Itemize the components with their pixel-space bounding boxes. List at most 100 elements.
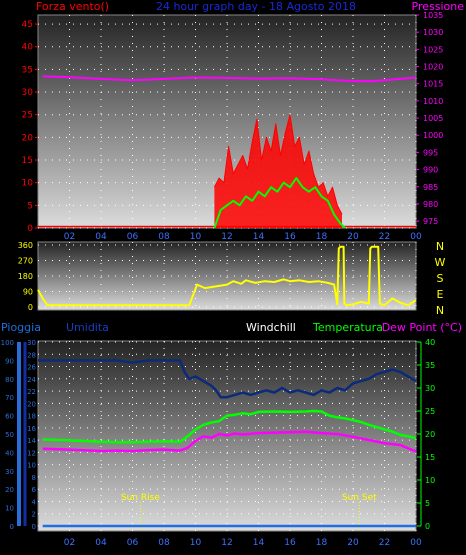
temp-tick-label: 40 — [425, 338, 435, 347]
x-tick-label: 14 — [253, 538, 265, 548]
direction-tick-label: 90 — [23, 288, 33, 297]
series-temperature — [42, 409, 417, 444]
temp-tick-label: 25 — [425, 407, 435, 416]
pressure-tick-label: 1005 — [423, 114, 443, 123]
compass-label: N — [436, 304, 444, 317]
wind-tick-label: 45 — [22, 20, 33, 30]
x-tick-label: 16 — [284, 232, 296, 242]
wind-tick-label: 25 — [22, 111, 33, 121]
humidity-tick-label: 30 — [27, 339, 36, 347]
x-tick-label: 08 — [158, 538, 170, 548]
x-tick-label: 16 — [284, 538, 296, 548]
humidity-tick-label: 14 — [27, 437, 36, 445]
rain-tick-label: 90 — [5, 357, 14, 365]
humidity-tick-label: 24 — [27, 376, 36, 384]
temp-tick-label: 0 — [425, 522, 430, 531]
humidity-tick-label: 20 — [27, 400, 36, 408]
series-dewpoint — [42, 430, 417, 453]
wind-tick-label: 30 — [22, 88, 34, 98]
pressure-tick-label: 975 — [423, 217, 438, 226]
x-tick-label: 04 — [95, 538, 107, 548]
x-tick-label: 08 — [158, 232, 170, 242]
x-tick-label: 14 — [253, 232, 265, 242]
humidity-tick-label: 8 — [32, 474, 36, 482]
humidity-tick-label: 12 — [27, 449, 36, 457]
rain-tick-label: 80 — [5, 376, 14, 384]
pressure-tick-label: 980 — [423, 200, 438, 209]
x-tick-label: 18 — [316, 538, 328, 548]
x-tick-label: 20 — [347, 232, 359, 242]
x-tick-label: 04 — [95, 232, 107, 242]
x-tick-label: 22 — [379, 232, 390, 242]
direction-tick-label: 360 — [18, 241, 33, 250]
humidity-tick-label: 6 — [32, 486, 37, 494]
wind-tick-label: 15 — [22, 156, 33, 166]
temp-tick-label: 30 — [425, 384, 435, 393]
wind-label: Forza vento() — [36, 0, 109, 13]
x-tick-label: 06 — [127, 538, 139, 548]
chart-title: 24 hour graph day - 18 Agosto 2018 — [156, 0, 356, 13]
pressure-tick-label: 990 — [423, 166, 438, 175]
rain-tick-label: 50 — [5, 431, 14, 439]
x-tick-label: 20 — [347, 538, 359, 548]
pressure-tick-label: 1010 — [423, 97, 443, 106]
wind-tick-label: 20 — [22, 133, 34, 143]
temp-tick-label: 5 — [425, 499, 430, 508]
pressure-tick-label: 1020 — [423, 63, 443, 72]
series-direction — [37, 245, 417, 307]
humidity-tick-label: 26 — [27, 364, 36, 372]
dewpoint-label: Dew Point (°C) — [382, 321, 462, 334]
humidity-tick-label: 4 — [32, 498, 37, 506]
wind-tick-label: 5 — [27, 201, 33, 211]
series-gust — [213, 114, 343, 215]
direction-tick-label: 270 — [18, 257, 33, 266]
temp-tick-label: 15 — [425, 453, 435, 462]
x-tick-label: 06 — [127, 232, 139, 242]
wind-tick-label: 10 — [22, 179, 34, 189]
windchill-label: Windchill — [246, 321, 296, 334]
rain-tick-label: 10 — [5, 505, 14, 513]
x-tick-label: 02 — [64, 232, 75, 242]
pressure-label: Pressione — [412, 0, 465, 13]
rain-label: Pioggia — [1, 321, 41, 334]
temperature-label: Temperatura — [312, 321, 383, 334]
wind-tick-label: 35 — [22, 65, 33, 75]
rain-tick-label: 20 — [5, 486, 14, 494]
series-pressure — [42, 75, 417, 83]
compass-label: N — [436, 240, 444, 253]
pressure-tick-label: 995 — [423, 148, 438, 157]
humidity-tick-label: 16 — [27, 425, 36, 433]
humidity-tick-label: 18 — [27, 413, 36, 421]
x-tick-label: 10 — [190, 232, 202, 242]
x-tick-label: 12 — [221, 232, 232, 242]
compass-label: E — [437, 288, 444, 301]
temp-tick-label: 10 — [425, 476, 435, 485]
x-tick-label: 10 — [190, 538, 202, 548]
compass-label: W — [435, 256, 446, 269]
rain-tick-label: 30 — [5, 468, 14, 476]
wind-tick-label: 0 — [27, 224, 33, 234]
humidity-tick-label: 28 — [27, 351, 36, 359]
temp-tick-label: 20 — [425, 430, 435, 439]
direction-tick-label: 0 — [28, 303, 33, 312]
sun-marker-label: Sun Set — [342, 493, 377, 503]
sun-marker-label: Sun Rise — [121, 493, 160, 503]
pressure-tick-label: 1015 — [423, 80, 443, 89]
pressure-tick-label: 985 — [423, 183, 438, 192]
compass-label: S — [437, 272, 444, 285]
rain-tick-label: 40 — [5, 449, 14, 457]
humidity-tick-label: 0 — [32, 523, 36, 531]
series-humidity — [38, 359, 417, 399]
x-tick-label: 02 — [64, 538, 75, 548]
rain-tick-label: 100 — [1, 339, 14, 347]
rain-tick-label: 70 — [5, 394, 14, 402]
series-wind-avg — [213, 177, 346, 229]
direction-tick-label: 180 — [18, 272, 33, 281]
wind-tick-label: 40 — [22, 43, 34, 53]
rain-tick-label: 60 — [5, 413, 14, 421]
x-tick-label: 12 — [221, 538, 232, 548]
humidity-tick-label: 10 — [27, 462, 36, 470]
pressure-tick-label: 1000 — [423, 131, 443, 140]
pressure-tick-label: 1025 — [423, 45, 443, 54]
